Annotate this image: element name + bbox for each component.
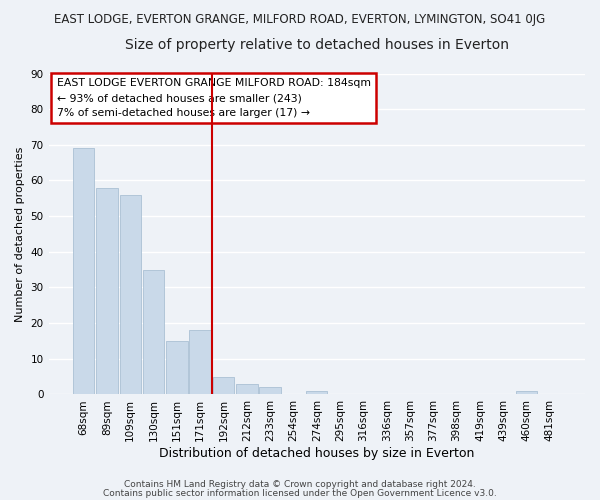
Bar [516,391,538,394]
Bar [190,330,211,394]
Bar [143,270,164,394]
Bar [73,148,94,394]
X-axis label: Distribution of detached houses by size in Everton: Distribution of detached houses by size … [159,447,475,460]
Text: Contains public sector information licensed under the Open Government Licence v3: Contains public sector information licen… [103,488,497,498]
Bar [96,188,118,394]
Y-axis label: Number of detached properties: Number of detached properties [15,146,25,322]
Bar [213,376,234,394]
Bar [306,391,328,394]
Bar [166,341,188,394]
Bar [119,195,141,394]
Text: EAST LODGE, EVERTON GRANGE, MILFORD ROAD, EVERTON, LYMINGTON, SO41 0JG: EAST LODGE, EVERTON GRANGE, MILFORD ROAD… [55,12,545,26]
Text: Contains HM Land Registry data © Crown copyright and database right 2024.: Contains HM Land Registry data © Crown c… [124,480,476,489]
Bar [259,388,281,394]
Bar [236,384,257,394]
Title: Size of property relative to detached houses in Everton: Size of property relative to detached ho… [125,38,509,52]
Text: EAST LODGE EVERTON GRANGE MILFORD ROAD: 184sqm
← 93% of detached houses are smal: EAST LODGE EVERTON GRANGE MILFORD ROAD: … [56,78,371,118]
